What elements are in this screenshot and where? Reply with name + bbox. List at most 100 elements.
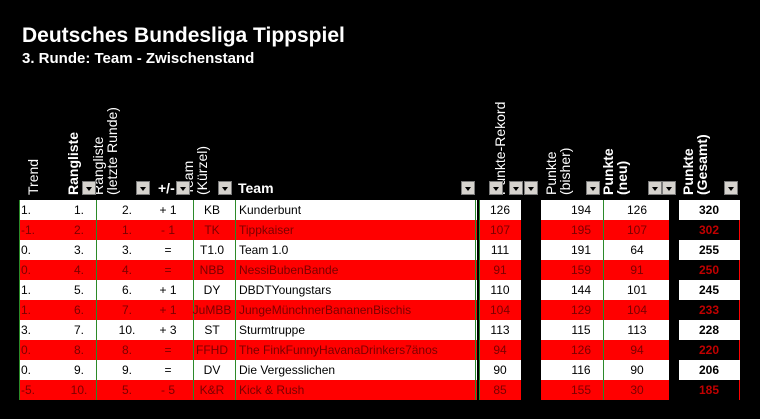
cell-change: = (164, 263, 172, 277)
gridline (193, 300, 194, 320)
column-gap (669, 200, 679, 220)
filter-rangliste-button[interactable] (82, 181, 96, 195)
filter-c-button[interactable] (524, 181, 538, 195)
filter-punkte-bisher-button[interactable] (586, 181, 600, 195)
gridline (475, 320, 476, 340)
header-rangliste: Rangliste (65, 131, 81, 195)
cell-neu: 101 (626, 283, 648, 297)
cell-trend: 1. (21, 303, 32, 317)
cell-bisher: 155 (570, 383, 592, 397)
cell-bisher: 194 (570, 203, 592, 217)
cell-gesamt: 233 (679, 300, 739, 320)
gridline (475, 260, 476, 280)
cell-gesamt: 228 (698, 323, 720, 337)
gridline (603, 340, 604, 360)
filter-punkte-gesamt-button[interactable] (724, 181, 738, 195)
filter-team-button[interactable] (461, 181, 475, 195)
gridline (479, 380, 480, 400)
column-gap (669, 300, 679, 320)
cell-team: NessiBubenBande (239, 263, 339, 277)
cell-bisher: 126 (570, 343, 592, 357)
table-row: 1. 5. 6. + 1 DY DBDTYoungstars 110 144 101 245 (19, 280, 740, 300)
gridline (193, 280, 194, 300)
cell-neu: 30 (630, 383, 644, 397)
gridline (19, 200, 20, 220)
cell-neu: 90 (630, 363, 644, 377)
cell-rekord: 104 (489, 303, 511, 317)
gridline (603, 380, 604, 400)
cell-change: = (164, 343, 172, 357)
page-subtitle: 3. Runde: Team - Zwischenstand (22, 50, 255, 67)
cell-trend: -1. (21, 223, 36, 237)
gridline (603, 360, 604, 380)
column-gap (521, 220, 541, 240)
column-gap (477, 280, 479, 300)
cell-gesamt: 245 (698, 283, 720, 297)
gridline (235, 260, 236, 280)
cell-team: DBDTYoungstars (239, 283, 332, 297)
gridline (193, 240, 194, 260)
gridline (603, 260, 604, 280)
cell-rank: 1. (73, 203, 84, 217)
cell-trend: 0. (21, 243, 32, 257)
header-team: Team (238, 180, 274, 196)
gridline (193, 200, 194, 220)
gridline (475, 360, 476, 380)
cell-rank: 7. (73, 323, 84, 337)
gridline (96, 300, 97, 320)
column-gap (669, 220, 679, 240)
cell-change: + 1 (159, 283, 177, 297)
cell-rekord: 113 (490, 323, 510, 337)
cell-gesamt: 250 (679, 260, 739, 280)
cell-bisher: 116 (571, 363, 591, 377)
column-gap (477, 300, 479, 320)
gridline (235, 200, 236, 220)
cell-abbr: JuMBB (192, 303, 232, 317)
column-gap (521, 300, 541, 320)
filter-a-button[interactable] (489, 181, 503, 195)
table-row: 3. 7. 10. + 3 ST Sturmtruppe 113 115 113 228 (19, 320, 740, 340)
gridline (235, 240, 236, 260)
cell-team: JungeMünchnerBananenBischis (239, 303, 412, 317)
gridline (19, 260, 20, 280)
cell-change: = (164, 243, 172, 257)
cell-last-rank: 1. (121, 223, 132, 237)
gridline (479, 200, 480, 220)
cell-team: Tippkaiser (239, 223, 294, 237)
gridline (475, 300, 476, 320)
gridline (603, 200, 604, 220)
filter-change-button[interactable] (176, 181, 190, 195)
gridline (96, 220, 97, 240)
column-gap (477, 320, 479, 340)
gridline (193, 260, 194, 280)
gridline (193, 340, 194, 360)
table-row: 1. 6. 7. + 1 JuMBB JungeMünchnerBananenBischi… (19, 300, 740, 320)
filter-punkte-neu-button[interactable] (648, 181, 662, 195)
gridline (193, 360, 194, 380)
cell-abbr: K&R (199, 383, 225, 397)
filter-team-kuerzel-button[interactable] (218, 181, 232, 195)
cell-abbr: T1.0 (199, 243, 224, 257)
gridline (19, 280, 20, 300)
cell-change: - 1 (160, 223, 175, 237)
cell-abbr: DV (203, 363, 221, 377)
column-gap (477, 240, 479, 260)
filter-f-button[interactable] (662, 181, 676, 195)
column-gap (521, 240, 541, 260)
cell-rank: 4. (73, 263, 84, 277)
table-row: -5. 10. 5. - 5 K&R Kick & Rush 85 155 30 185 (19, 380, 740, 400)
cell-rank: 5. (73, 283, 84, 297)
gridline (19, 320, 20, 340)
gridline (235, 320, 236, 340)
gridline (603, 320, 604, 340)
cell-last-rank: 8. (121, 343, 132, 357)
cell-rekord: 107 (489, 223, 511, 237)
header-trend: Trend (25, 158, 41, 195)
header-change: +/- (158, 180, 175, 196)
cell-bisher: 115 (571, 323, 591, 337)
cell-trend: 0. (21, 263, 32, 277)
filter-punkte-rekord-button[interactable] (509, 181, 523, 195)
cell-last-rank: 3. (121, 243, 132, 257)
filter-rangliste-letzte-button[interactable] (136, 181, 150, 195)
cell-trend: 0. (21, 363, 32, 377)
